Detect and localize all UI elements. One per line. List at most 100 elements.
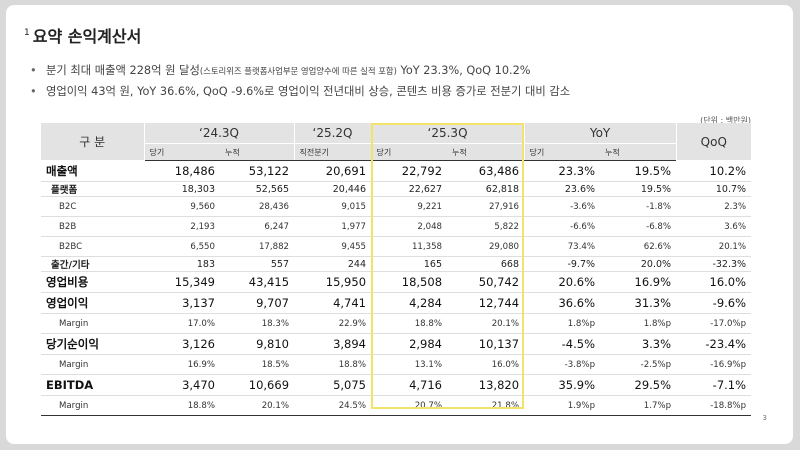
row-label: 출간/기타 xyxy=(41,256,144,272)
table-cell: -6.8% xyxy=(600,216,677,237)
table-row: EBITDA 3,470 10,669 5,075 4,716 13,820 35.9% 29… xyxy=(41,374,752,396)
table-cell: 23.3% xyxy=(524,160,601,182)
table-cell: 16.9% xyxy=(600,271,677,293)
table-cell: 1.7%p xyxy=(600,395,677,416)
table-cell: 36.6% xyxy=(524,292,601,314)
bullet-main-text: 분기 최대 매출액 228억 원 달성 xyxy=(46,64,200,77)
table-row: 영업비용 15,349 43,415 15,950 18,508 50,742 20.6% 1… xyxy=(41,271,752,293)
income-statement-table: 구 분 ‘24.3Q ‘25.2Q ‘25.3Q YoY QoQ 당기 누적 직… xyxy=(41,123,752,416)
table-cell: 3.6% xyxy=(676,216,752,237)
table-cell: 10,137 xyxy=(447,333,525,355)
table-cell: 28,436 xyxy=(220,196,295,217)
table-cell: 20,691 xyxy=(294,160,372,182)
table-cell: 18.8% xyxy=(144,395,220,416)
table-cell: 15,950 xyxy=(294,271,372,293)
table-row: 당기순이익 3,126 9,810 3,894 2,984 10,137 -4.5% 3.3%… xyxy=(41,333,752,355)
row-label: 플랫폼 xyxy=(41,181,144,197)
table-cell: 13,820 xyxy=(447,374,525,396)
subheader-cell: 당기 xyxy=(371,143,448,161)
table-cell: 21.8% xyxy=(447,395,525,416)
table-row: Margin 17.0% 18.3% 22.9% 18.8% 20.1% 1.8%p 1.8%… xyxy=(41,313,752,334)
table-row: Margin 18.8% 20.1% 24.5% 20.7% 21.8% 1.9%p 1.7%… xyxy=(41,395,752,416)
table-cell: 10,669 xyxy=(220,374,295,396)
table-cell: 18.5% xyxy=(220,354,295,375)
table-cell: 18.8% xyxy=(371,313,448,334)
header-yoy: YoY xyxy=(524,123,677,144)
table-cell: -3.6% xyxy=(524,196,601,217)
table-row: 매출액 18,486 53,122 20,691 22,792 63,486 23.3% 19… xyxy=(41,160,752,182)
table-cell: 27,916 xyxy=(447,196,525,217)
table-cell: 62.6% xyxy=(600,236,677,257)
bullet-main-text: 영업이익 43억 원, YoY 36.6%, QoQ -9.6%로 영업이익 전… xyxy=(46,85,571,98)
bullet-tail-text: YoY 23.3%, QoQ 10.2% xyxy=(396,64,531,77)
header-qoq: QoQ xyxy=(676,123,752,161)
table-row: B2BC 6,550 17,882 9,455 11,358 29,080 73.4% 62.… xyxy=(41,236,752,257)
table-cell: 15,349 xyxy=(144,271,220,293)
subheader-cell: 당기 xyxy=(144,143,220,161)
table-cell: -32.3% xyxy=(676,256,752,272)
table-cell: 20.1% xyxy=(220,395,295,416)
page-number: 3 xyxy=(762,414,767,422)
table-cell: 3,470 xyxy=(144,374,220,396)
bullet-small-text: (스토리위즈 플랫폼사업부문 영업양수에 따른 실적 포함) xyxy=(199,66,397,76)
table-cell: 17.0% xyxy=(144,313,220,334)
bullet-list: 분기 최대 매출액 228억 원 달성(스토리위즈 플랫폼사업부문 영업양수에 … xyxy=(30,60,570,102)
table-cell: 16.0% xyxy=(447,354,525,375)
table-cell: 5,075 xyxy=(294,374,372,396)
subheader-cell: 당기 xyxy=(524,143,601,161)
row-label: B2C xyxy=(41,196,144,217)
table-row: 플랫폼 18,303 52,565 20,446 22,627 62,818 23.6% 19… xyxy=(41,181,752,197)
subheader-cell: 누적 xyxy=(447,143,525,161)
table-cell: 18.3% xyxy=(220,313,295,334)
table-cell: 4,741 xyxy=(294,292,372,314)
table-cell: 668 xyxy=(447,256,525,272)
table-cell: 20,446 xyxy=(294,181,372,197)
table-row: 영업이익 3,137 9,707 4,741 4,284 12,744 36.6% 31.3%… xyxy=(41,292,752,314)
table-cell: 43,415 xyxy=(220,271,295,293)
table-cell: 9,455 xyxy=(294,236,372,257)
row-label: 당기순이익 xyxy=(41,333,144,355)
table-cell: 3,137 xyxy=(144,292,220,314)
table-cell: 23.6% xyxy=(524,181,601,197)
table-cell: 3,126 xyxy=(144,333,220,355)
table-cell: 53,122 xyxy=(220,160,295,182)
header-25-2q: ‘25.2Q xyxy=(294,123,372,144)
unit-note: (단위 : 백만원) xyxy=(700,116,751,125)
header-24-3q: ‘24.3Q xyxy=(144,123,295,144)
table-cell: 13.1% xyxy=(371,354,448,375)
table-cell: 244 xyxy=(294,256,372,272)
table-cell: 18,303 xyxy=(144,181,220,197)
table-cell: 62,818 xyxy=(447,181,525,197)
table-cell: 2,984 xyxy=(371,333,448,355)
table-cell: 20.1% xyxy=(676,236,752,257)
subheader-cell: 누적 xyxy=(600,143,677,161)
table-cell: 10.2% xyxy=(676,160,752,182)
table-cell: 4,284 xyxy=(371,292,448,314)
row-label: Margin xyxy=(41,313,144,334)
table-cell: 2,193 xyxy=(144,216,220,237)
table-cell: 12,744 xyxy=(447,292,525,314)
table-row: B2B 2,193 6,247 1,977 2,048 5,822 -6.6% -6.8% 3.… xyxy=(41,216,752,237)
table-cell: -18.8%p xyxy=(676,395,752,416)
row-label: B2BC xyxy=(41,236,144,257)
table-cell: -9.7% xyxy=(524,256,601,272)
table-cell: -2.5%p xyxy=(600,354,677,375)
table-cell: -23.4% xyxy=(676,333,752,355)
table-cell: 3.3% xyxy=(600,333,677,355)
table-cell: 2,048 xyxy=(371,216,448,237)
table-cell: 29,080 xyxy=(447,236,525,257)
bullet-item: 분기 최대 매출액 228억 원 달성(스토리위즈 플랫폼사업부문 영업양수에 … xyxy=(30,60,570,81)
table-cell: -1.8% xyxy=(600,196,677,217)
table-cell: 20.7% xyxy=(371,395,448,416)
table-cell: 29.5% xyxy=(600,374,677,396)
table-cell: 9,221 xyxy=(371,196,448,217)
table-cell: 18,486 xyxy=(144,160,220,182)
table-cell: 22.9% xyxy=(294,313,372,334)
table-cell: 24.5% xyxy=(294,395,372,416)
table-cell: 6,247 xyxy=(220,216,295,237)
table-cell: 20.0% xyxy=(600,256,677,272)
table-row: Margin 16.9% 18.5% 18.8% 13.1% 16.0% -3.8%p -2.… xyxy=(41,354,752,375)
table-cell: 1.8%p xyxy=(600,313,677,334)
table-cell: 1.8%p xyxy=(524,313,601,334)
table-cell: -4.5% xyxy=(524,333,601,355)
